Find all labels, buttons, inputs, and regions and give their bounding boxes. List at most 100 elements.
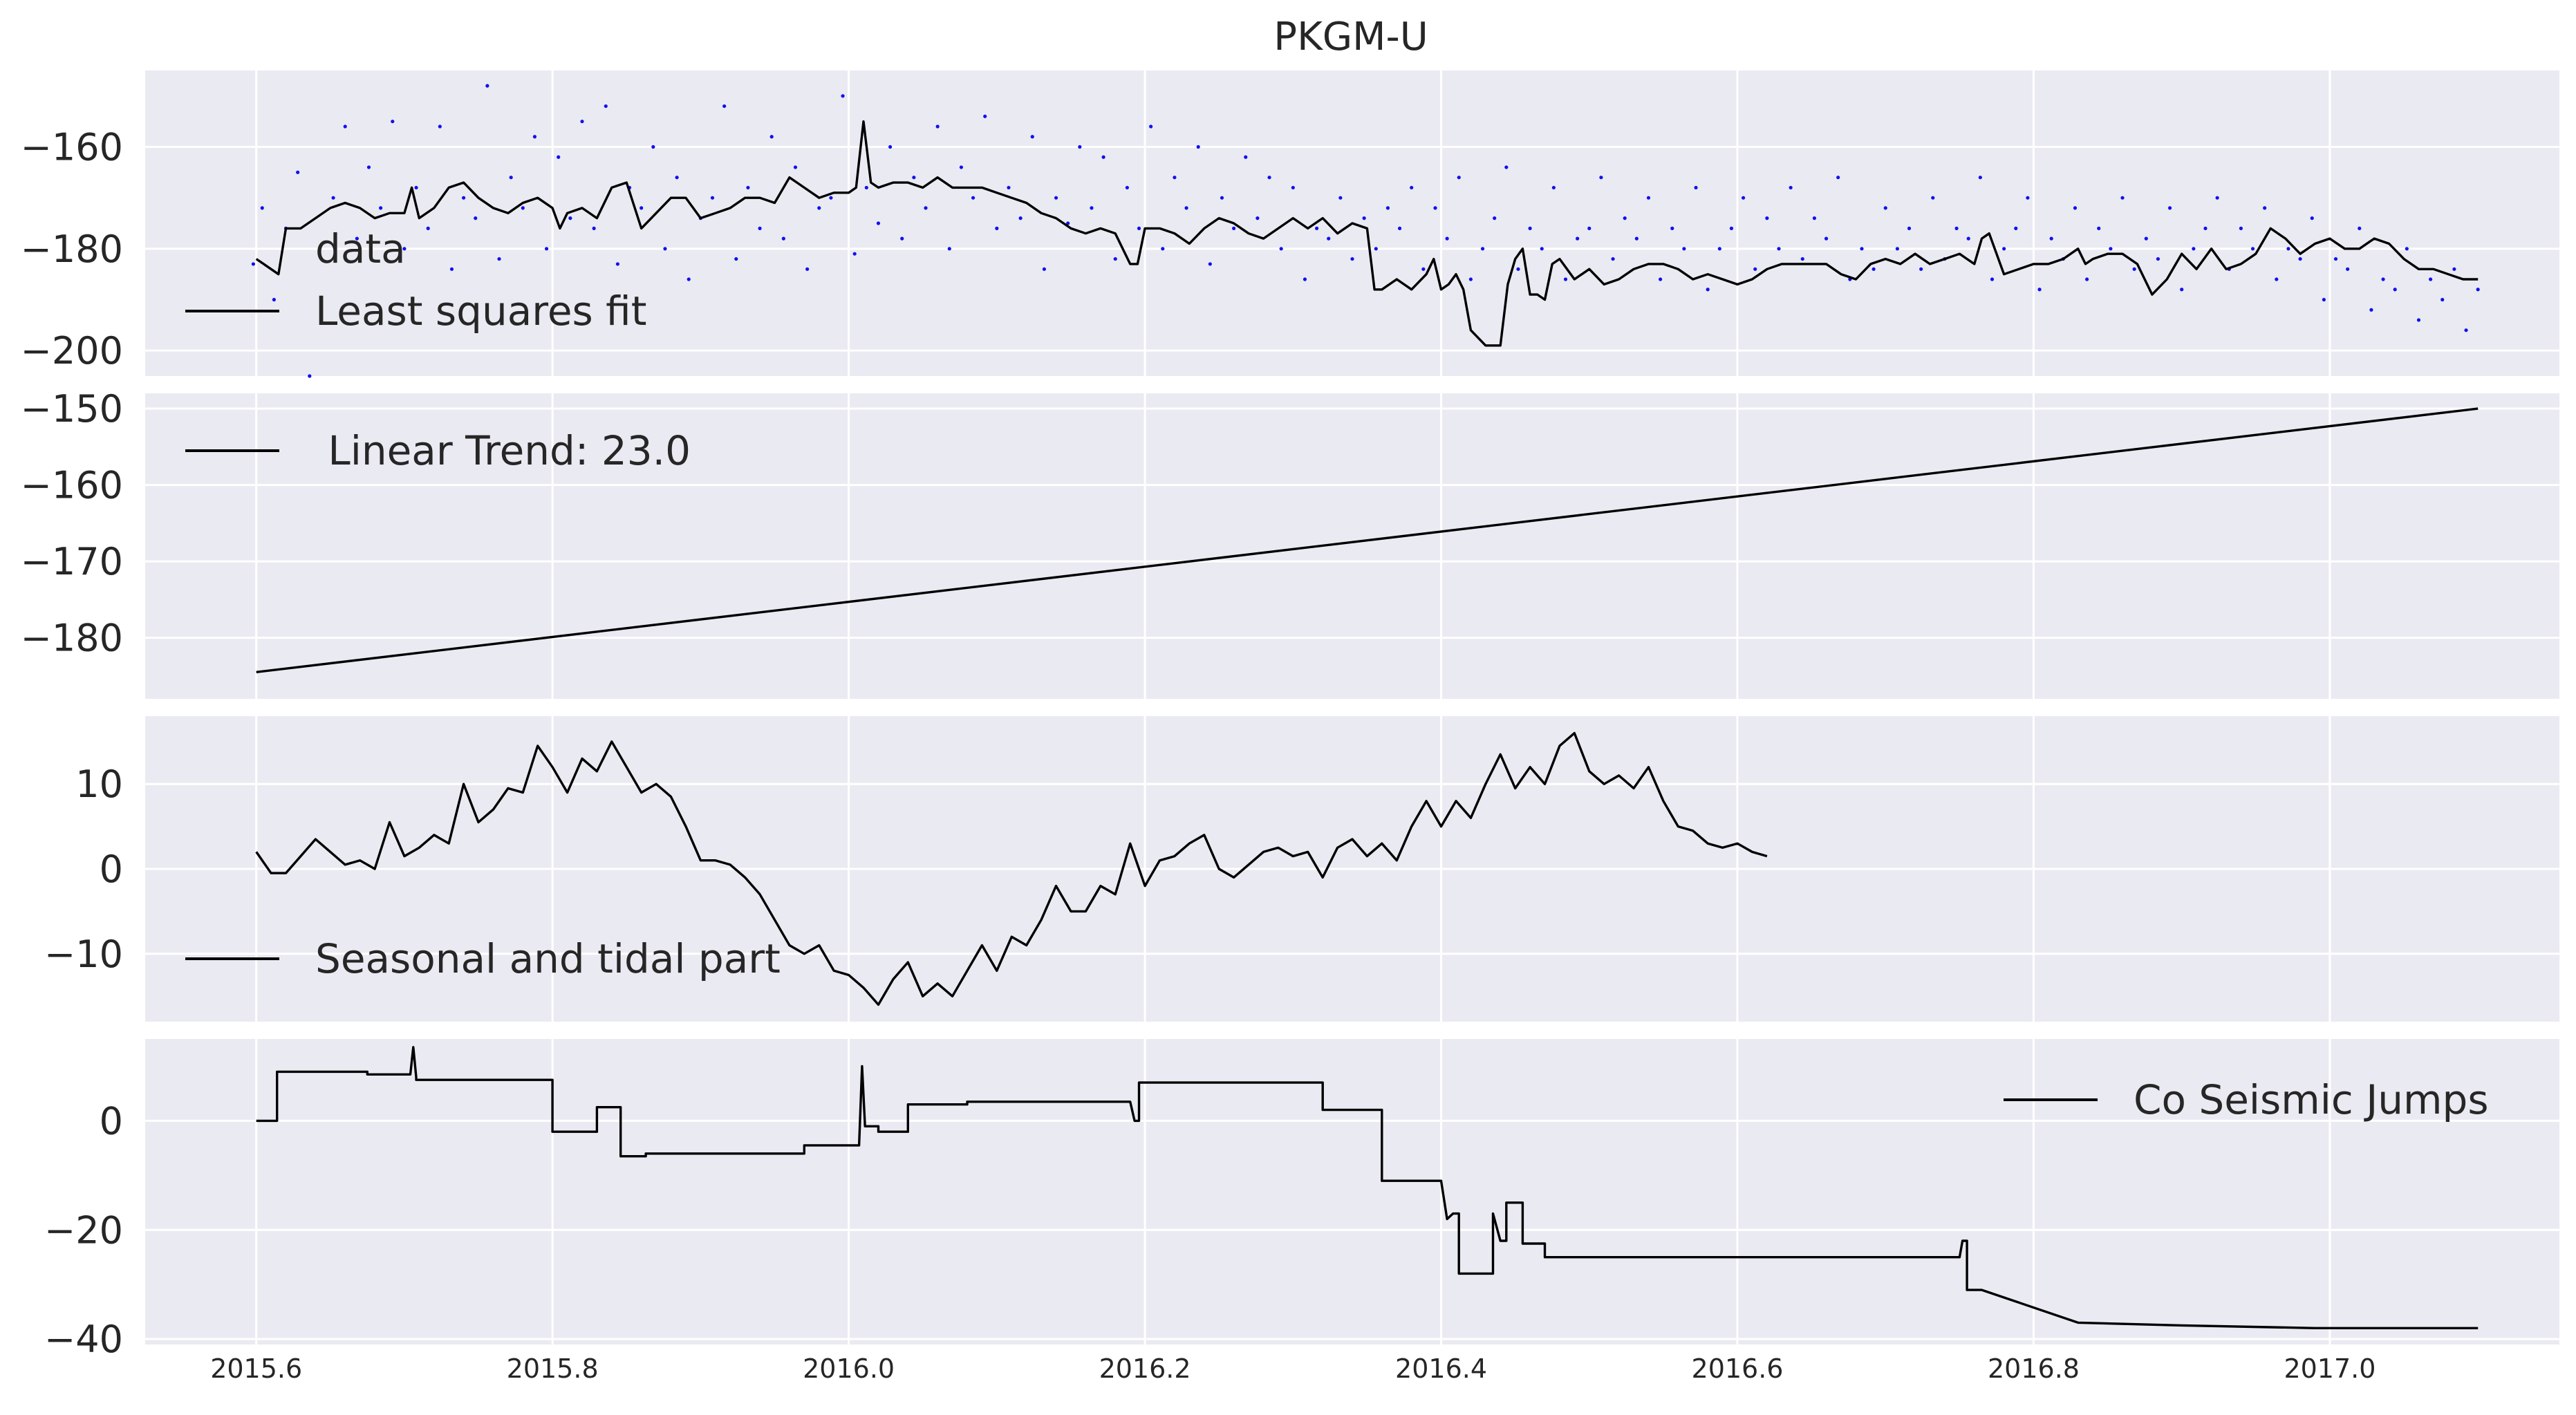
panel-seasonal: 10 0 −10 Seasonal and tidal part: [44, 716, 2559, 1022]
obs-ytick-label-0: −160: [21, 126, 123, 169]
obs-data-point-44: [758, 226, 762, 230]
obs-data-point-2: [260, 206, 264, 210]
obs-data-point-165: [2192, 247, 2196, 251]
obs-data-point-28: [568, 216, 572, 221]
obs-data-point-15: [414, 185, 418, 190]
obs-data-point-91: [1314, 226, 1319, 230]
obs-data-point-170: [2250, 247, 2255, 251]
obs-data-point-142: [1919, 267, 1923, 271]
obs-data-point-110: [1540, 247, 1544, 251]
obs-data-point-181: [2381, 277, 2385, 281]
obs-data-point-161: [2144, 236, 2148, 241]
obs-data-point-32: [615, 262, 620, 266]
obs-data-point-90: [1303, 277, 1307, 281]
obs-data-point-148: [1990, 277, 1995, 281]
panel-jumps-bg: [145, 1039, 2559, 1344]
obs-data-point-75: [1125, 185, 1129, 190]
obs-data-point-189: [2476, 288, 2480, 292]
obs-data-point-118: [1634, 236, 1639, 241]
obs-data-point-111: [1551, 185, 1556, 190]
obs-data-point-122: [1682, 247, 1686, 251]
obs-data-point-120: [1659, 277, 1663, 281]
legend-label-fit: Least squares fit: [315, 288, 646, 335]
obs-data-point-158: [2109, 247, 2113, 251]
obs-data-point-143: [1931, 196, 1935, 200]
obs-data-point-127: [1741, 196, 1746, 200]
obs-data-point-164: [2180, 288, 2184, 292]
obs-data-point-173: [2286, 247, 2290, 251]
obs-data-point-67: [1030, 135, 1034, 139]
obs-data-point-40: [710, 196, 715, 200]
obs-data-point-48: [805, 267, 810, 271]
obs-data-point-34: [640, 206, 644, 210]
obs-data-point-57: [912, 176, 916, 180]
obs-data-point-68: [1042, 267, 1046, 271]
xtick-label-7: 2017.0: [2284, 1353, 2376, 1384]
obs-data-point-49: [817, 206, 821, 210]
obs-data-point-60: [947, 247, 951, 251]
obs-data-point-114: [1587, 226, 1592, 230]
obs-data-point-150: [2014, 226, 2018, 230]
seasonal-series-line-0: [255, 731, 1768, 1006]
obs-data-point-116: [1611, 256, 1615, 261]
obs-data-point-66: [1018, 216, 1023, 221]
trend-ytick-label-0: −150: [21, 387, 123, 431]
obs-data-point-71: [1078, 144, 1082, 149]
obs-data-point-92: [1327, 236, 1331, 241]
obs-data-point-178: [2346, 267, 2350, 271]
obs-data-point-7: [319, 256, 324, 261]
obs-data-point-11: [366, 165, 371, 169]
obs-data-point-149: [2002, 247, 2006, 251]
obs-data-point-169: [2239, 226, 2243, 230]
obs-data-point-128: [1753, 267, 1757, 271]
trend-series-line-0: [256, 407, 2479, 673]
obs-data-point-147: [1978, 176, 1982, 180]
obs-data-point-125: [1717, 247, 1721, 251]
obs-data-point-0: [251, 262, 255, 266]
obs-data-point-69: [1054, 196, 1058, 200]
jumps-ytick-label-1: −20: [44, 1208, 123, 1252]
xtick-label-4: 2016.4: [1395, 1353, 1487, 1384]
obs-data-point-30: [592, 226, 596, 230]
obs-data-point-93: [1338, 196, 1343, 200]
obs-data-point-27: [557, 155, 561, 159]
obs-series-line-1: [255, 120, 2479, 347]
obs-data-point-43: [746, 185, 750, 190]
obs-data-point-98: [1397, 226, 1402, 230]
panel-trend: −150 −160 −170 −180 Linear Trend: 23.0: [21, 387, 2559, 699]
obs-data-point-13: [391, 120, 395, 124]
obs-data-point-138: [1872, 267, 1876, 271]
obs-data-point-134: [1824, 236, 1829, 241]
obs-data-point-156: [2084, 277, 2089, 281]
obs-data-point-180: [2369, 308, 2373, 312]
obs-data-point-130: [1777, 247, 1781, 251]
obs-data-point-96: [1374, 247, 1378, 251]
obs-data-point-124: [1706, 288, 1710, 292]
obs-data-point-171: [2263, 206, 2267, 210]
obs-data-point-38: [687, 277, 691, 281]
obs-data-point-99: [1410, 185, 1414, 190]
obs-data-point-82: [1208, 262, 1212, 266]
obs-data-point-53: [864, 185, 868, 190]
obs-data-point-56: [900, 236, 904, 241]
seasonal-ytick-label-1: 0: [100, 847, 123, 891]
obs-data-point-64: [995, 226, 999, 230]
xtick-label-0: 2015.6: [210, 1353, 302, 1384]
obs-data-point-58: [924, 206, 928, 210]
obs-data-point-83: [1220, 196, 1224, 200]
legend-label-data: data: [315, 225, 406, 272]
obs-data-point-35: [651, 144, 655, 149]
obs-data-point-51: [841, 94, 845, 98]
obs-data-point-186: [2440, 297, 2445, 302]
obs-data-point-115: [1599, 176, 1603, 180]
obs-data-point-140: [1895, 247, 1899, 251]
jumps-ytick-label-2: −40: [44, 1318, 123, 1361]
obs-data-point-163: [2167, 206, 2172, 210]
obs-data-point-97: [1385, 206, 1390, 210]
obs-data-point-101: [1433, 206, 1437, 210]
obs-data-point-47: [793, 165, 798, 169]
obs-data-point-129: [1765, 216, 1769, 221]
legend-seasonal: Seasonal and tidal part: [185, 935, 781, 982]
jumps-series-line-0: [256, 1046, 2479, 1330]
obs-data-point-61: [959, 165, 964, 169]
